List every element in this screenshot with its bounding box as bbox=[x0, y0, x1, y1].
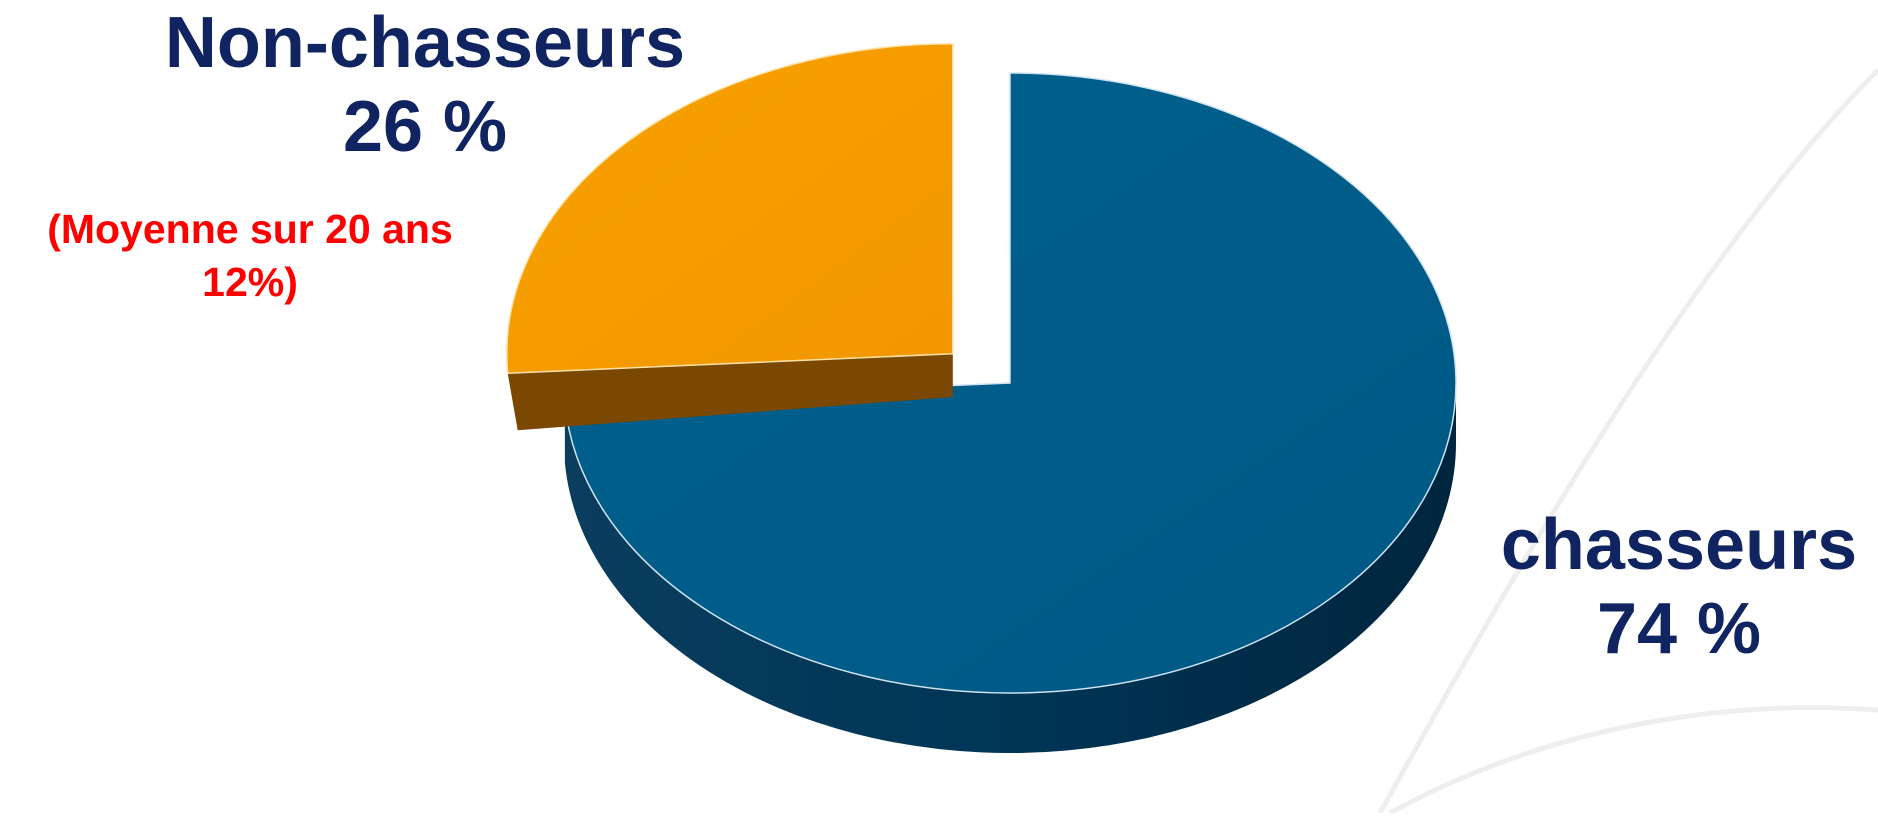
pie-slice-non-chasseurs bbox=[506, 43, 954, 375]
pie-slice-non-chasseurs-side bbox=[507, 353, 953, 431]
label-chasseurs: chasseurs 74 % bbox=[1480, 504, 1878, 671]
annotation-average: (Moyenne sur 20 ans 12%) bbox=[47, 206, 453, 306]
label-non-chasseurs-value: 26 % bbox=[342, 86, 508, 167]
background-decoration bbox=[1377, 68, 1878, 816]
pie-slice-chasseurs-side bbox=[564, 383, 1456, 753]
pie-slice-chasseurs bbox=[564, 72, 1457, 694]
label-non-chasseurs-name: Non-chasseurs bbox=[164, 3, 686, 83]
label-chasseurs-value: 74 % bbox=[1596, 588, 1762, 669]
label-chasseurs-name: chasseurs bbox=[1500, 505, 1858, 585]
label-non-chasseurs: Non-chasseurs 26 % bbox=[120, 2, 730, 169]
